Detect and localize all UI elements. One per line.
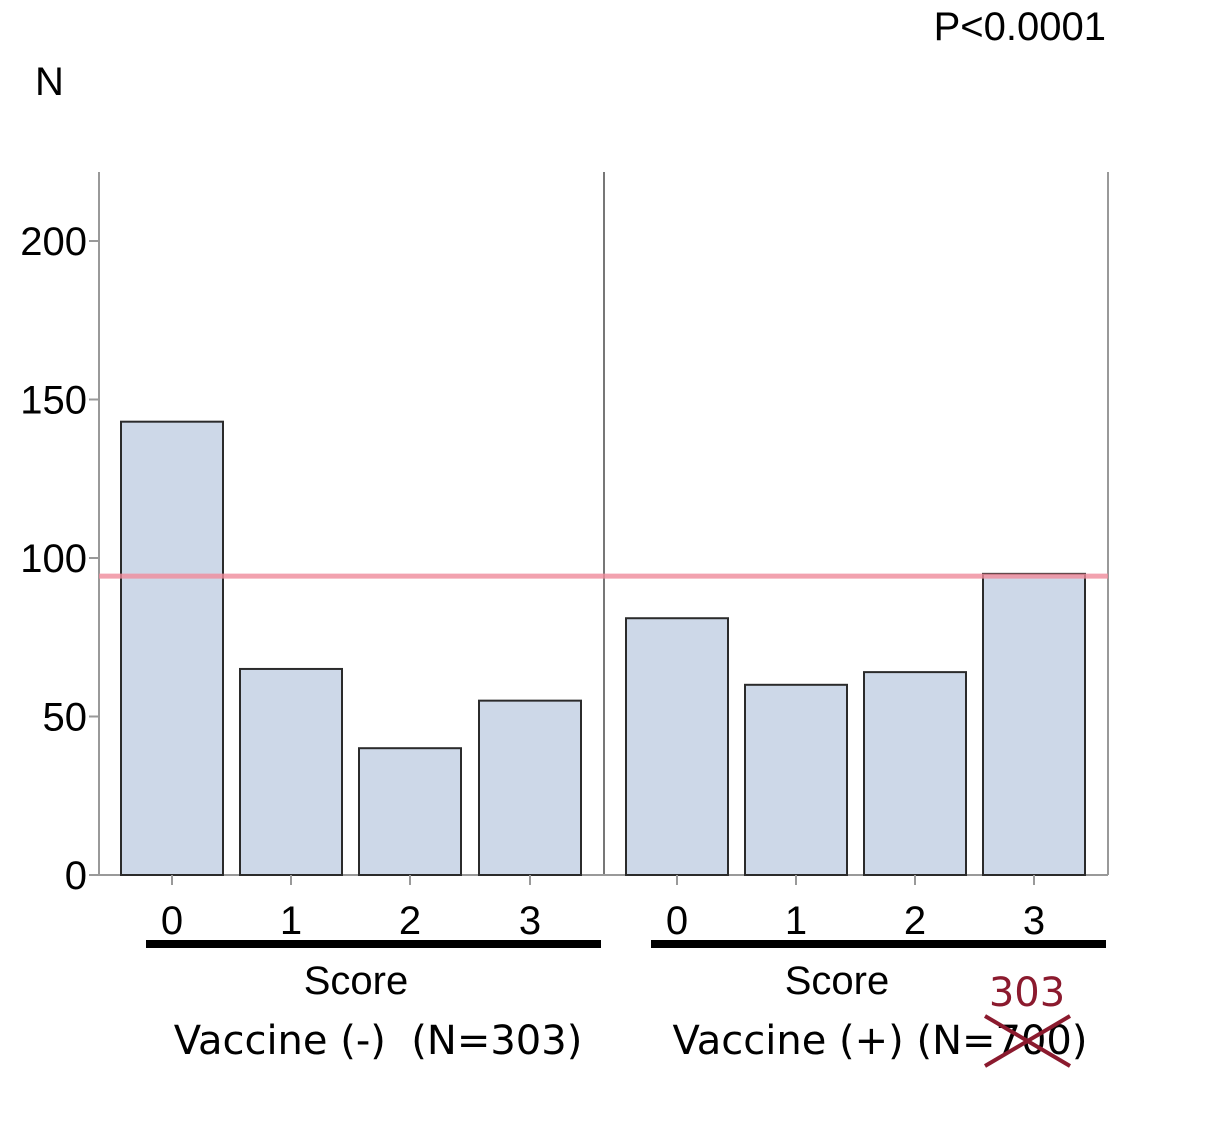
bar	[982, 572, 1086, 876]
x-axis-label-right: Score	[785, 959, 890, 1003]
y-tick-label: 0	[65, 854, 87, 898]
x-tick-label: 0	[161, 899, 183, 943]
bar	[863, 671, 967, 876]
x-tick-label: 0	[666, 899, 688, 943]
y-tick-label: 50	[43, 696, 88, 740]
bar	[744, 683, 848, 876]
group-label-left: Vaccine (-) (N=303)	[174, 1018, 583, 1064]
x-tick-label: 3	[519, 899, 541, 943]
y-tick-label: 100	[20, 537, 87, 581]
group-label-prefix: Vaccine (+) (N=	[673, 1018, 996, 1064]
bar	[625, 617, 729, 876]
x-tick-label: 1	[785, 899, 807, 943]
x-tick-label: 3	[1023, 899, 1045, 943]
bar	[358, 747, 462, 877]
x-tick-label: 2	[399, 899, 421, 943]
x-tick-label: 1	[280, 899, 302, 943]
y-axis-label: N	[35, 60, 64, 104]
y-tick-label: 150	[20, 379, 87, 423]
y-tick-label: 200	[20, 220, 87, 264]
bar	[239, 667, 343, 877]
corrected-count: 303	[989, 970, 1065, 1016]
group-label-right: Vaccine (+) (N=700)	[673, 1018, 1088, 1064]
struck-count: 700	[996, 1018, 1072, 1064]
strike-line	[983, 1014, 1072, 1068]
x-tick-label: 2	[904, 899, 926, 943]
bar	[120, 420, 224, 876]
p-value-annotation: P<0.0001	[934, 5, 1106, 49]
group-label-suffix: )	[1072, 1018, 1088, 1064]
x-axis-label-left: Score	[304, 959, 409, 1003]
bar	[478, 699, 582, 877]
